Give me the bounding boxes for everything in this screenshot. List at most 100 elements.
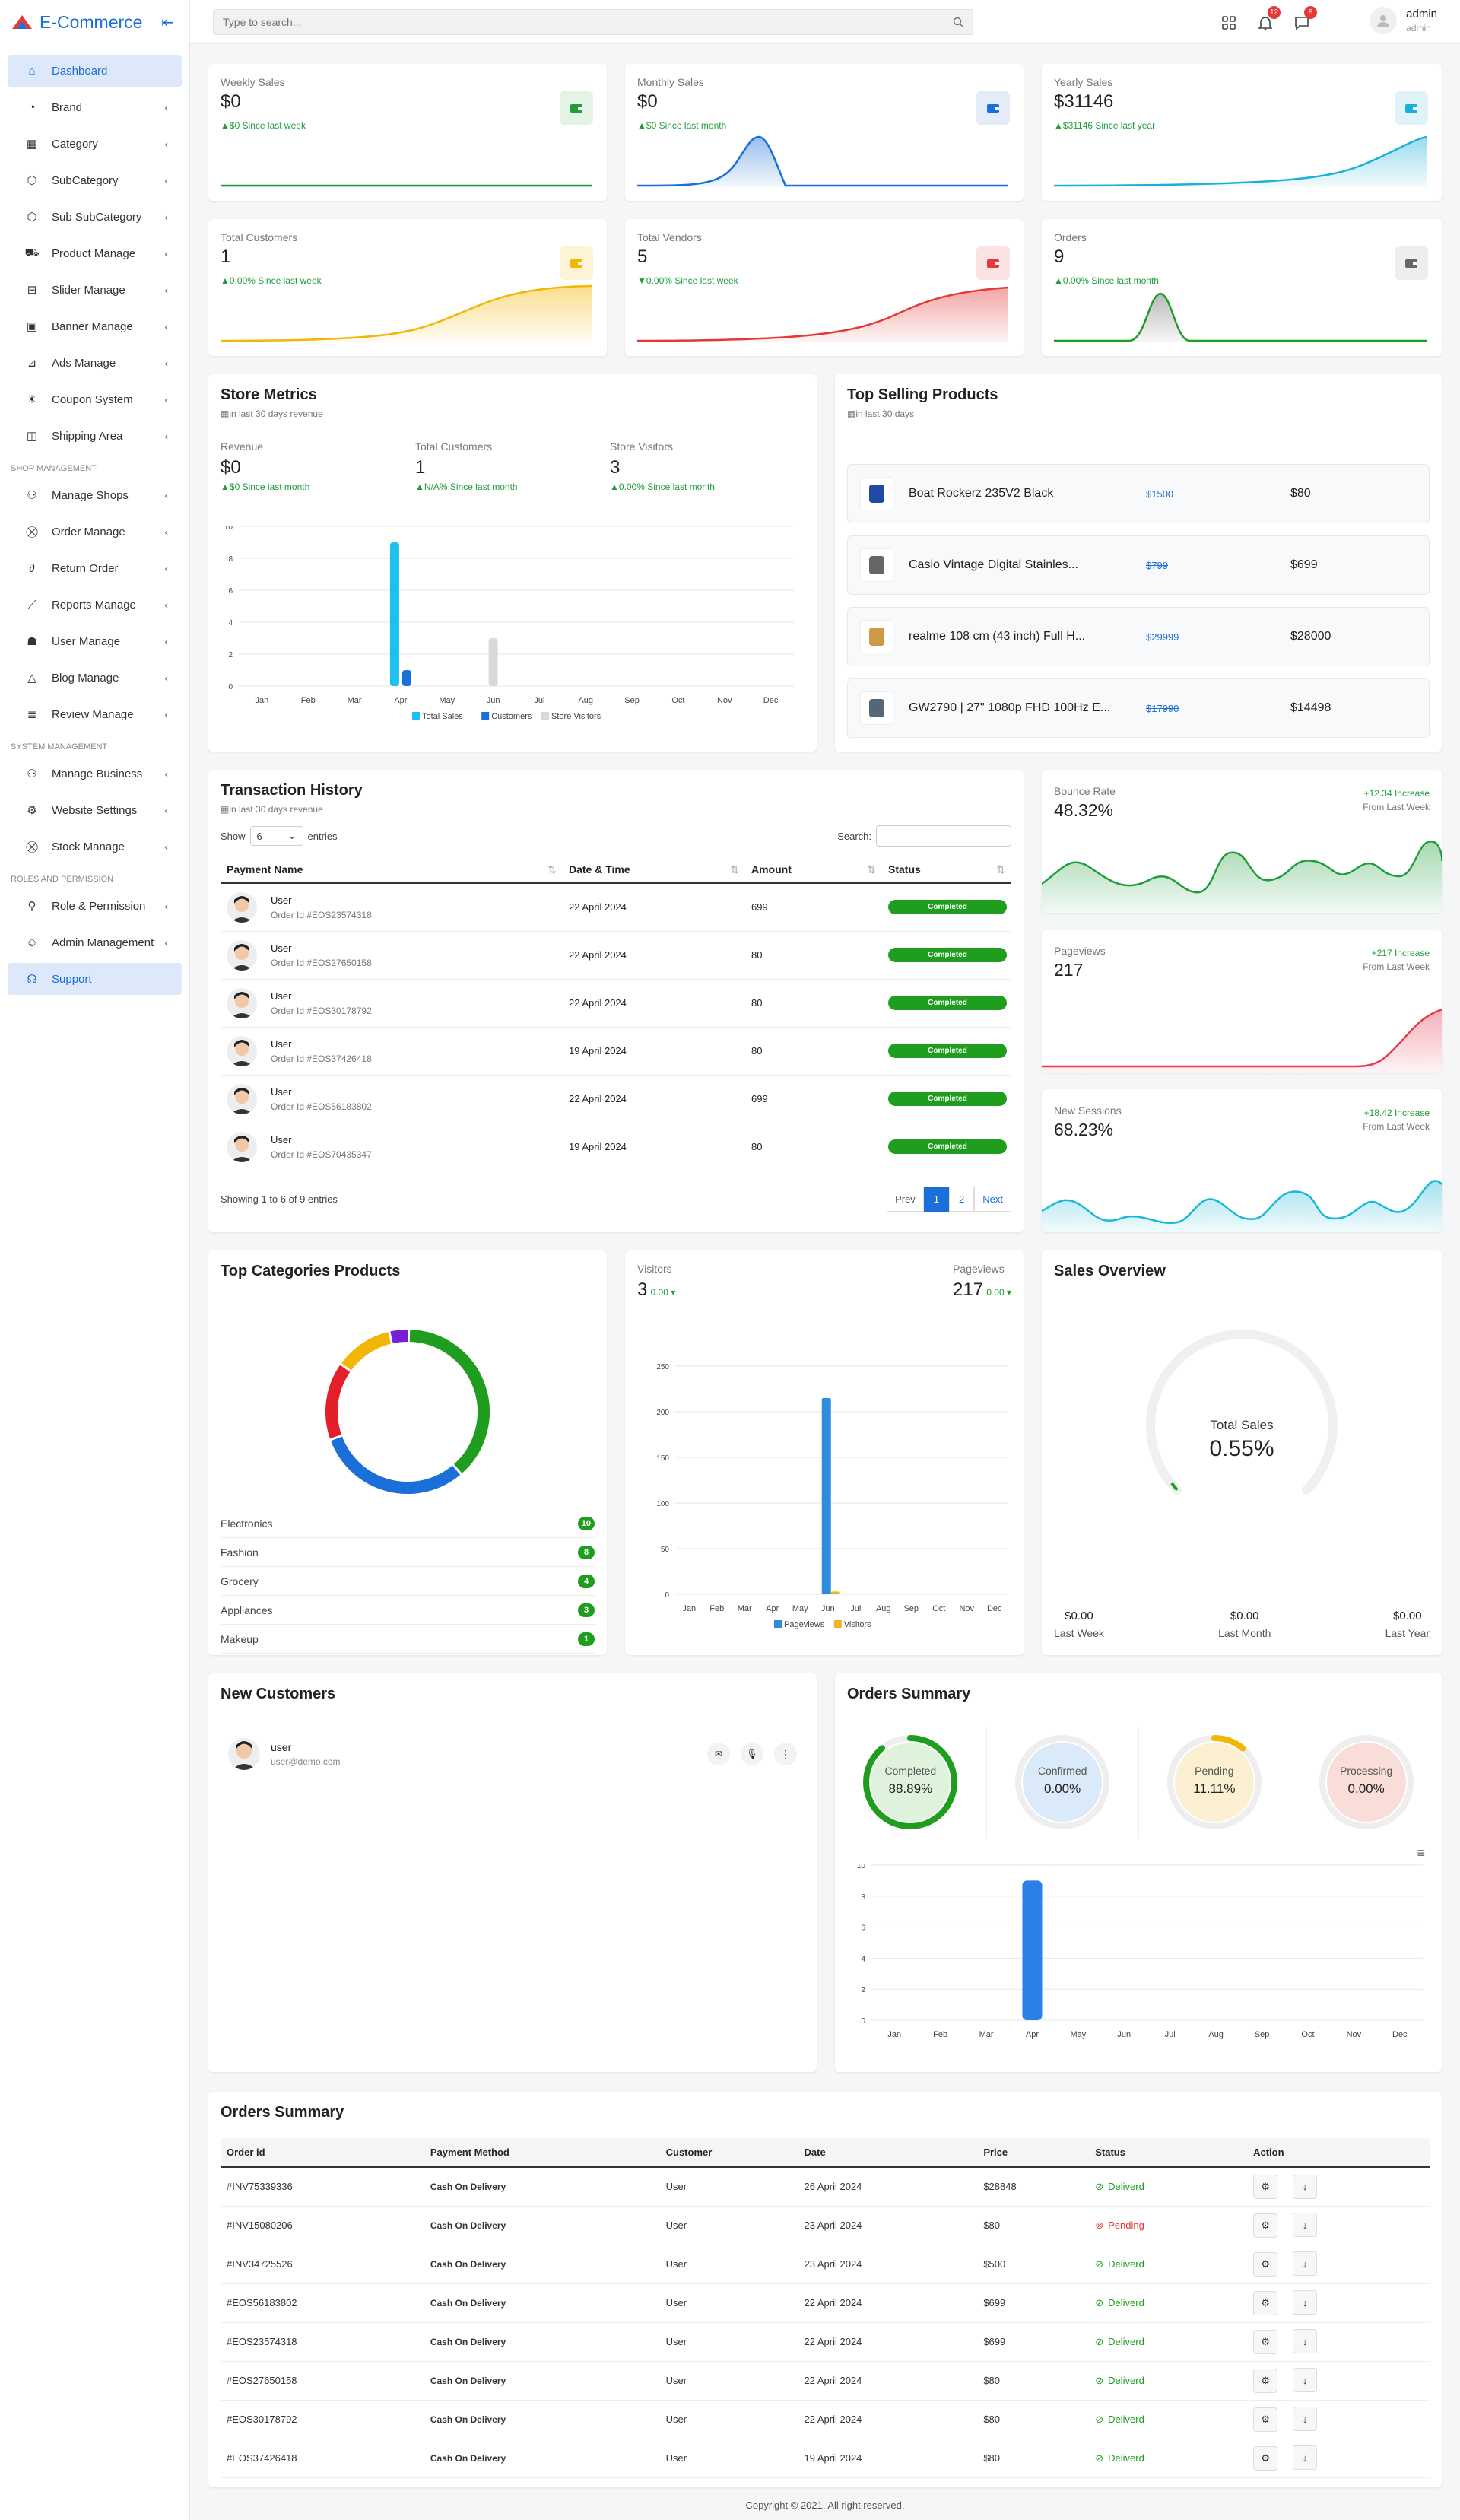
bar[interactable] bbox=[830, 1591, 840, 1594]
settings-icon[interactable]: ⚙ bbox=[1253, 2368, 1278, 2393]
download-icon[interactable]: ↓ bbox=[1293, 2213, 1318, 2238]
table-row[interactable]: #EOS56183802 Cash On Delivery User 22 April… bbox=[221, 2283, 1430, 2322]
column-header[interactable]: Customer bbox=[665, 2147, 713, 2158]
customer-row[interactable]: user user@demo.com ✉ 🎙 ⋮ bbox=[221, 1730, 805, 1778]
sidebar-item-sidebar-items-0-label[interactable]: ⌂ Dashboard bbox=[8, 55, 182, 87]
sidebar-item-sidebar-items-4-label[interactable]: ⬡ Sub SubCategory ‹ bbox=[8, 201, 182, 233]
prev-page-button[interactable]: Prev bbox=[887, 1186, 924, 1212]
download-icon[interactable]: ↓ bbox=[1293, 2407, 1318, 2432]
mail-icon[interactable]: ✉ bbox=[707, 1743, 730, 1765]
sidebar-item-sidebar-shop_items-5-label[interactable]: △ Blog Manage ‹ bbox=[8, 662, 182, 694]
table-row[interactable]: User Order Id #EOS56183802 22 April 2024 69… bbox=[221, 1075, 1011, 1123]
download-icon[interactable]: ↓ bbox=[1293, 2290, 1318, 2315]
column-header[interactable]: Date & Time ⇅ bbox=[569, 863, 739, 875]
category-row[interactable]: Makeup 1 bbox=[221, 1625, 595, 1654]
column-header[interactable]: Date bbox=[804, 2147, 826, 2158]
notification-bell-icon[interactable]: 12 bbox=[1255, 6, 1281, 33]
table-row[interactable]: User Order Id #EOS23574318 22 April 2024 69… bbox=[221, 883, 1011, 931]
legend-label[interactable]: Pageviews bbox=[784, 1620, 825, 1629]
apps-grid-icon[interactable] bbox=[1218, 12, 1239, 33]
table-row[interactable]: User Order Id #EOS37426418 19 April 2024 80… bbox=[221, 1027, 1011, 1075]
sidebar-item-sidebar-items-5-label[interactable]: ⛟ Product Manage ‹ bbox=[8, 237, 182, 269]
bar[interactable] bbox=[488, 638, 498, 686]
donut-slice[interactable] bbox=[331, 1436, 461, 1494]
table-row[interactable]: #EOS30178792 Cash On Delivery User 22 April… bbox=[221, 2400, 1430, 2439]
sidebar-item-sidebar-items-2-label[interactable]: ▦ Category ‹ bbox=[8, 128, 182, 160]
entries-select[interactable]: 6 ⌄ bbox=[249, 826, 303, 846]
sidebar-item-sidebar-items-7-label[interactable]: ▣ Banner Manage ‹ bbox=[8, 310, 182, 342]
sidebar-item-sidebar-items-6-label[interactable]: ⊟ Slider Manage ‹ bbox=[8, 274, 182, 306]
sidebar-item-support[interactable]: ☊ Support bbox=[8, 963, 182, 995]
column-header[interactable]: Payment Method bbox=[430, 2147, 509, 2158]
bar[interactable] bbox=[389, 542, 399, 686]
user-menu[interactable]: admin admin bbox=[1370, 7, 1437, 34]
legend-label[interactable]: Total Sales bbox=[422, 712, 463, 721]
messages-icon[interactable]: 8 bbox=[1291, 6, 1317, 33]
download-icon[interactable]: ↓ bbox=[1293, 2251, 1318, 2277]
page-1-button[interactable]: 1 bbox=[923, 1186, 950, 1212]
sidebar-item-sidebar-shop_items-3-label[interactable]: ⟋ Reports Manage ‹ bbox=[8, 589, 182, 621]
sidebar-collapse-icon[interactable]: ⇤ bbox=[161, 14, 174, 31]
next-page-button[interactable]: Next bbox=[974, 1186, 1011, 1212]
sidebar-item-sidebar-system_items-0-label[interactable]: ⚇ Manage Business ‹ bbox=[8, 758, 182, 790]
sidebar-item-sidebar-role_items-0-label[interactable]: ⚲ Role & Permission ‹ bbox=[8, 890, 182, 922]
sidebar-item-sidebar-items-9-label[interactable]: ☀ Coupon System ‹ bbox=[8, 383, 182, 415]
settings-icon[interactable]: ⚙ bbox=[1253, 2175, 1278, 2199]
logo[interactable]: E-Commerce ⇤ bbox=[0, 0, 189, 44]
column-header[interactable]: Amount ⇅ bbox=[751, 863, 876, 875]
sidebar-item-sidebar-items-3-label[interactable]: ⬡ SubCategory ‹ bbox=[8, 164, 182, 196]
column-header[interactable]: Action bbox=[1253, 2147, 1284, 2158]
sidebar-item-sidebar-shop_items-6-label[interactable]: ≣ Review Manage ‹ bbox=[8, 698, 182, 730]
download-icon[interactable]: ↓ bbox=[1293, 2329, 1318, 2354]
top-product-row[interactable]: GW2790 | 27" 1080p FHD 100Hz E... $17990 $… bbox=[847, 678, 1430, 738]
sidebar-item-sidebar-role_items-1-label[interactable]: ☺ Admin Management ‹ bbox=[8, 926, 182, 958]
column-header[interactable]: Price bbox=[983, 2147, 1008, 2158]
sidebar-item-sidebar-shop_items-2-label[interactable]: ∂ Return Order ‹ bbox=[8, 552, 182, 584]
settings-icon[interactable]: ⚙ bbox=[1253, 2329, 1278, 2354]
settings-icon[interactable]: ⚙ bbox=[1253, 2251, 1278, 2277]
bar[interactable] bbox=[402, 670, 411, 686]
column-header[interactable]: Payment Name ⇅ bbox=[227, 863, 557, 875]
table-row[interactable]: User Order Id #EOS30178792 22 April 2024 80… bbox=[221, 979, 1011, 1027]
category-row[interactable]: Appliances 3 bbox=[221, 1596, 595, 1625]
table-row[interactable]: User Order Id #EOS70435347 19 April 2024 80… bbox=[221, 1123, 1011, 1171]
legend-label[interactable]: Visitors bbox=[844, 1620, 871, 1629]
settings-icon[interactable]: ⚙ bbox=[1253, 2290, 1278, 2315]
category-row[interactable]: Grocery 4 bbox=[221, 1567, 595, 1596]
sidebar-item-sidebar-shop_items-4-label[interactable]: ☗ User Manage ‹ bbox=[8, 625, 182, 657]
category-row[interactable]: Fashion 8 bbox=[221, 1538, 595, 1567]
bar[interactable] bbox=[1022, 1880, 1043, 2020]
donut-slice[interactable] bbox=[409, 1330, 490, 1473]
column-header[interactable]: Status ⇅ bbox=[888, 863, 1005, 875]
table-search-input[interactable] bbox=[876, 825, 1011, 847]
table-row[interactable]: #INV15080206 Cash On Delivery User 23 April… bbox=[221, 2206, 1430, 2245]
settings-icon[interactable]: ⚙ bbox=[1253, 2213, 1278, 2238]
download-icon[interactable]: ↓ bbox=[1293, 2174, 1318, 2199]
sidebar-item-sidebar-shop_items-1-label[interactable]: ⛒ Order Manage ‹ bbox=[8, 516, 182, 548]
column-header[interactable]: Order id bbox=[227, 2147, 265, 2158]
donut-slice[interactable] bbox=[325, 1365, 351, 1439]
column-header[interactable]: Status bbox=[1095, 2147, 1125, 2158]
download-icon[interactable]: ↓ bbox=[1293, 2368, 1318, 2393]
sidebar-item-sidebar-items-8-label[interactable]: ⊿ Ads Manage ‹ bbox=[8, 347, 182, 379]
donut-slice[interactable] bbox=[341, 1332, 392, 1371]
download-icon[interactable]: ↓ bbox=[1293, 2445, 1318, 2471]
table-row[interactable]: User Order Id #EOS27650158 22 April 2024 80… bbox=[221, 931, 1011, 979]
top-product-row[interactable]: Casio Vintage Digital Stainles... $799 $69… bbox=[847, 535, 1430, 595]
donut-slice[interactable] bbox=[390, 1330, 408, 1344]
legend-label[interactable]: Store Visitors bbox=[551, 712, 601, 721]
settings-icon[interactable]: ⚙ bbox=[1253, 2407, 1278, 2432]
sidebar-item-sidebar-shop_items-0-label[interactable]: ⚇ Manage Shops ‹ bbox=[8, 479, 182, 511]
table-row[interactable]: #EOS27650158 Cash On Delivery User 22 April… bbox=[221, 2361, 1430, 2400]
microphone-icon[interactable]: 🎙 bbox=[741, 1743, 763, 1765]
table-row[interactable]: #EOS37426418 Cash On Delivery User 19 April… bbox=[221, 2439, 1430, 2477]
legend-label[interactable]: Customers bbox=[491, 712, 532, 721]
sidebar-item-sidebar-system_items-1-label[interactable]: ⚙ Website Settings ‹ bbox=[8, 794, 182, 826]
table-row[interactable]: #EOS23574318 Cash On Delivery User 22 April… bbox=[221, 2322, 1430, 2361]
category-row[interactable]: Electronics 10 bbox=[221, 1509, 595, 1538]
sidebar-item-sidebar-items-10-label[interactable]: ◫ Shipping Area ‹ bbox=[8, 420, 182, 452]
page-2-button[interactable]: 2 bbox=[949, 1186, 975, 1212]
sidebar-item-sidebar-system_items-2-label[interactable]: ⛒ Stock Manage ‹ bbox=[8, 831, 182, 863]
table-row[interactable]: #INV75339336 Cash On Delivery User 26 April… bbox=[221, 2167, 1430, 2206]
sidebar-item-sidebar-items-1-label[interactable]: ◔ Brand ‹ bbox=[8, 91, 182, 123]
